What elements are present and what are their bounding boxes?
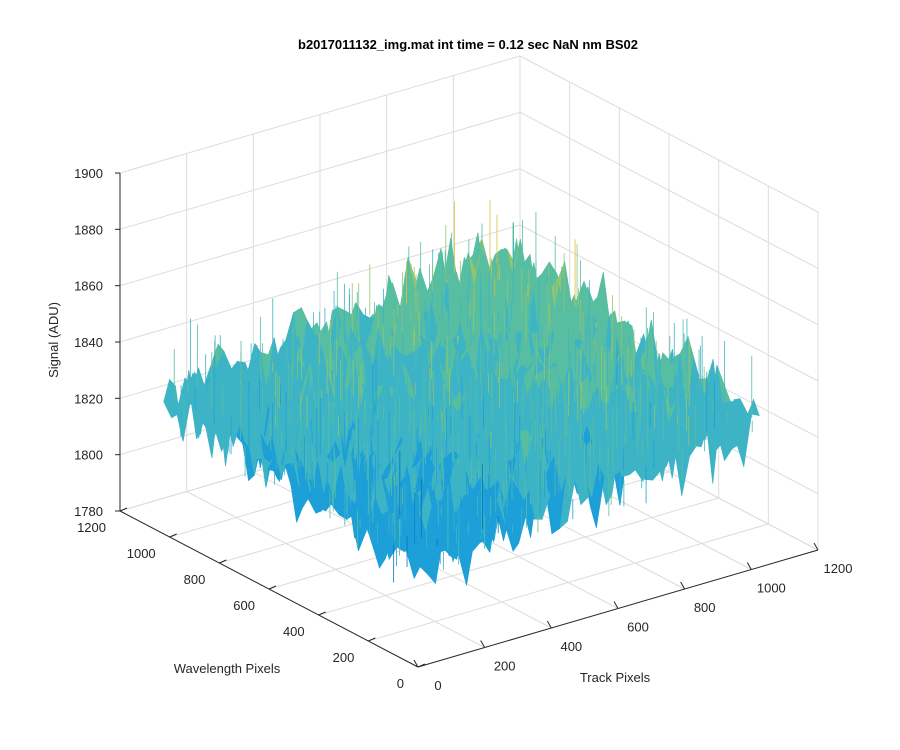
x-axis-label: Track Pixels [580, 670, 651, 685]
y-tick-label: 400 [283, 624, 305, 639]
surface-mesh [163, 199, 760, 586]
x-tick-mark [813, 542, 819, 551]
sidewall-gridline-z [519, 111, 819, 269]
y-tick-label: 200 [333, 650, 355, 665]
axes [115, 172, 819, 668]
z-axis-label: Signal (ADU) [46, 302, 61, 378]
x-tick-mark [680, 581, 686, 590]
y-tick-label: 800 [184, 572, 206, 587]
backwall-gridline-z [119, 111, 521, 230]
surface-patch [411, 531, 426, 572]
y-tick-label: 0 [397, 676, 404, 691]
x-tick-label: 800 [694, 600, 716, 615]
x-tick-label: 200 [494, 659, 516, 674]
sidewall-gridline-z [519, 55, 819, 213]
z-tick-label: 1840 [74, 335, 103, 350]
y-axis-label: Wavelength Pixels [174, 661, 281, 676]
y-tick-mark [417, 663, 426, 668]
x-tick-label: 1200 [824, 561, 853, 576]
z-tick-label: 1820 [74, 391, 103, 406]
y-tick-mark [119, 507, 128, 512]
tick-labels: 0 200 400 600 800 1000 1200 0 200 400 600 800 1000 12… [74, 166, 852, 693]
x-tick-mark [413, 659, 419, 668]
chart-title: b2017011132_img.mat int time = 0.12 sec … [298, 37, 638, 52]
x-tick-mark [613, 601, 619, 609]
y-tick-mark [219, 559, 227, 564]
y-tick-mark [268, 585, 277, 590]
floor-gridline-y [368, 523, 769, 642]
backwall-gridline-z [119, 55, 521, 174]
backwall-gridline-z [119, 168, 521, 287]
x-tick-label: 600 [627, 620, 649, 635]
y-tick-label: 600 [233, 598, 255, 613]
x-tick-mark [546, 620, 552, 629]
x-tick-label: 1000 [757, 581, 786, 596]
x-tick-label: 0 [434, 678, 441, 693]
z-tick-label: 1780 [74, 504, 103, 519]
y-tick-mark [368, 637, 376, 642]
z-tick-label: 1860 [74, 279, 103, 294]
x-tick-label: 400 [560, 639, 582, 654]
y-tick-label: 1200 [77, 520, 106, 535]
y-tick-label: 1000 [127, 546, 156, 561]
x-tick-mark [746, 562, 752, 570]
z-tick-label: 1800 [74, 448, 103, 463]
floor-gridline-y [318, 497, 719, 616]
x-tick-mark [480, 640, 486, 648]
sidewall-gridline-z [519, 168, 819, 326]
z-tick-label: 1880 [74, 222, 103, 237]
y-tick-mark [169, 533, 177, 538]
z-tick-label: 1900 [74, 166, 103, 181]
y-tick-mark [318, 611, 326, 616]
backwall-gridline-z [119, 224, 521, 343]
sidewall-gridline-z [519, 224, 819, 382]
